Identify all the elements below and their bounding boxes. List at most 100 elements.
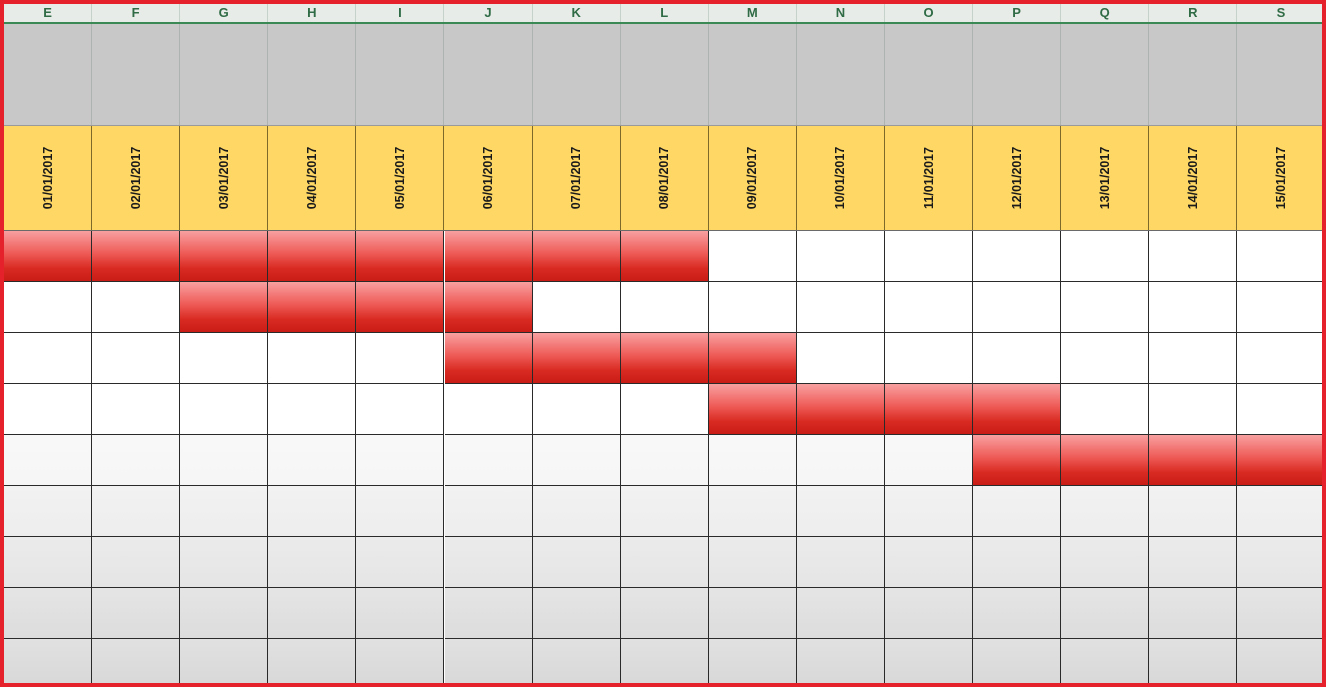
date-header-cell[interactable]: 06/01/2017 <box>445 126 533 230</box>
grid-cell[interactable] <box>444 639 533 683</box>
grid-cell[interactable] <box>885 588 974 639</box>
gantt-bar-cell[interactable] <box>92 231 181 282</box>
column-header-m[interactable]: M <box>709 4 797 22</box>
column-header-g[interactable]: G <box>180 4 269 22</box>
gantt-bar-cell[interactable] <box>620 333 709 384</box>
grid-cell[interactable] <box>796 333 885 384</box>
grid-cell[interactable] <box>180 384 269 435</box>
date-header-cell[interactable]: 08/01/2017 <box>621 126 709 230</box>
grid-cell[interactable] <box>796 282 885 333</box>
blank-header-cell[interactable] <box>885 24 974 125</box>
grid-cell[interactable] <box>885 639 974 683</box>
grid-cell[interactable] <box>532 486 621 537</box>
column-header-l[interactable]: L <box>621 4 709 22</box>
grid-cell[interactable] <box>268 639 357 683</box>
grid-cell[interactable] <box>1237 588 1322 639</box>
grid-cell[interactable] <box>532 639 621 683</box>
grid-cell[interactable] <box>1061 231 1150 282</box>
grid-cell[interactable] <box>1149 231 1238 282</box>
grid-cell[interactable] <box>532 384 621 435</box>
gantt-bar-cell[interactable] <box>1237 435 1322 486</box>
grid-cell[interactable] <box>92 588 181 639</box>
column-header-q[interactable]: Q <box>1061 4 1150 22</box>
grid-cell[interactable] <box>180 537 269 588</box>
gantt-bar-cell[interactable] <box>532 333 621 384</box>
grid-cell[interactable] <box>708 231 797 282</box>
grid-cell[interactable] <box>268 486 357 537</box>
grid-cell[interactable] <box>620 435 709 486</box>
gantt-bar-cell[interactable] <box>4 231 93 282</box>
grid-cell[interactable] <box>1061 333 1150 384</box>
blank-header-cell[interactable] <box>621 24 709 125</box>
date-header-cell[interactable]: 13/01/2017 <box>1061 126 1150 230</box>
blank-header-cell[interactable] <box>4 24 93 125</box>
grid-cell[interactable] <box>885 231 974 282</box>
blank-header-cell[interactable] <box>92 24 181 125</box>
column-header-i[interactable]: I <box>356 4 445 22</box>
grid-cell[interactable] <box>532 588 621 639</box>
blank-header-cell[interactable] <box>973 24 1062 125</box>
grid-cell[interactable] <box>1061 639 1150 683</box>
gantt-bar-cell[interactable] <box>444 333 533 384</box>
grid-cell[interactable] <box>268 333 357 384</box>
grid-cell[interactable] <box>4 486 93 537</box>
gantt-bar-cell[interactable] <box>708 384 797 435</box>
grid-cell[interactable] <box>1149 486 1238 537</box>
column-header-e[interactable]: E <box>4 4 93 22</box>
grid-cell[interactable] <box>1061 588 1150 639</box>
grid-cell[interactable] <box>4 588 93 639</box>
blank-header-cell[interactable] <box>1149 24 1238 125</box>
grid-cell[interactable] <box>708 537 797 588</box>
grid-cell[interactable] <box>356 384 445 435</box>
grid-cell[interactable] <box>885 486 974 537</box>
gantt-bar-cell[interactable] <box>708 333 797 384</box>
grid-cell[interactable] <box>620 537 709 588</box>
grid-cell[interactable] <box>356 588 445 639</box>
grid-cell[interactable] <box>4 333 93 384</box>
grid-cell[interactable] <box>92 537 181 588</box>
grid-cell[interactable] <box>356 639 445 683</box>
date-header-cell[interactable]: 15/01/2017 <box>1237 126 1322 230</box>
gantt-bar-cell[interactable] <box>444 231 533 282</box>
grid-cell[interactable] <box>1237 231 1322 282</box>
grid-cell[interactable] <box>1061 486 1150 537</box>
blank-header-cell[interactable] <box>1061 24 1150 125</box>
gantt-bar-cell[interactable] <box>532 231 621 282</box>
date-header-cell[interactable]: 02/01/2017 <box>92 126 181 230</box>
column-header-o[interactable]: O <box>885 4 974 22</box>
gantt-bar-cell[interactable] <box>620 231 709 282</box>
grid-cell[interactable] <box>708 282 797 333</box>
grid-cell[interactable] <box>532 282 621 333</box>
gantt-bar-cell[interactable] <box>356 231 445 282</box>
grid-cell[interactable] <box>796 486 885 537</box>
column-header-j[interactable]: J <box>445 4 533 22</box>
grid-cell[interactable] <box>4 435 93 486</box>
column-header-k[interactable]: K <box>533 4 621 22</box>
date-header-cell[interactable]: 09/01/2017 <box>709 126 797 230</box>
grid-cell[interactable] <box>1237 639 1322 683</box>
grid-cell[interactable] <box>268 435 357 486</box>
grid-cell[interactable] <box>180 639 269 683</box>
grid-cell[interactable] <box>444 588 533 639</box>
grid-cell[interactable] <box>796 537 885 588</box>
gantt-bar-cell[interactable] <box>268 231 357 282</box>
grid-cell[interactable] <box>973 486 1062 537</box>
column-header-n[interactable]: N <box>797 4 885 22</box>
grid-cell[interactable] <box>1149 282 1238 333</box>
grid-cell[interactable] <box>1149 639 1238 683</box>
grid-cell[interactable] <box>885 435 974 486</box>
blank-header-cell[interactable] <box>533 24 621 125</box>
date-header-cell[interactable]: 12/01/2017 <box>973 126 1062 230</box>
grid-cell[interactable] <box>444 435 533 486</box>
column-header-f[interactable]: F <box>92 4 181 22</box>
grid-cell[interactable] <box>1237 333 1322 384</box>
grid-cell[interactable] <box>4 639 93 683</box>
grid-cell[interactable] <box>268 537 357 588</box>
grid-cell[interactable] <box>1149 333 1238 384</box>
grid-cell[interactable] <box>1061 384 1150 435</box>
date-header-cell[interactable]: 11/01/2017 <box>885 126 974 230</box>
date-header-cell[interactable]: 03/01/2017 <box>180 126 269 230</box>
grid-cell[interactable] <box>620 639 709 683</box>
gantt-bar-cell[interactable] <box>796 384 885 435</box>
grid-cell[interactable] <box>4 282 93 333</box>
